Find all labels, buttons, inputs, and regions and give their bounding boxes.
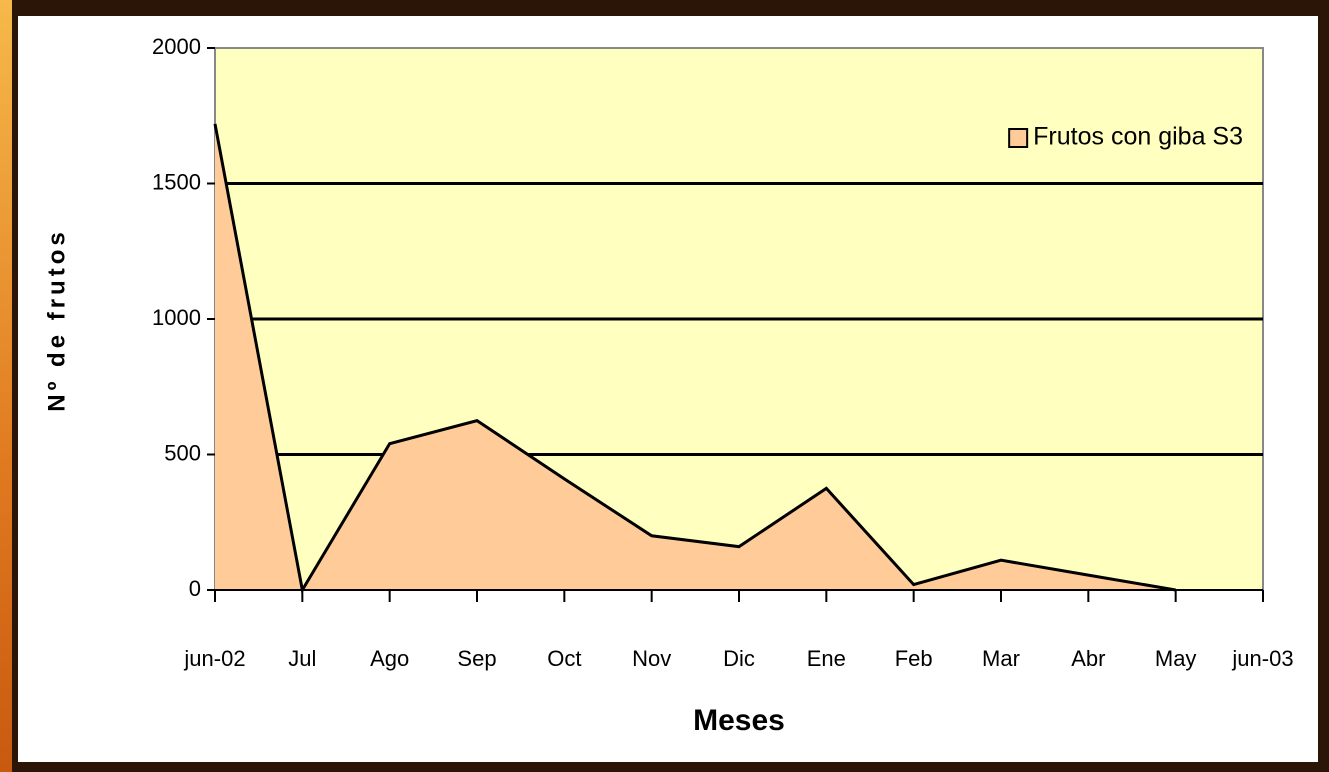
x-tick-label: Abr bbox=[1071, 646, 1105, 671]
y-tick-label: 0 bbox=[189, 576, 201, 601]
x-tick-label: Ago bbox=[370, 646, 409, 671]
legend-label: Frutos con giba S3 bbox=[1033, 123, 1243, 151]
x-tick-label: Sep bbox=[457, 646, 496, 671]
area bbox=[215, 123, 1176, 590]
legend-swatch bbox=[1008, 128, 1029, 148]
x-axis-label: Meses bbox=[693, 704, 785, 737]
x-tick-label: Dic bbox=[723, 646, 755, 671]
x-tick-label: Ene bbox=[807, 646, 846, 671]
y-tick-label: 500 bbox=[164, 440, 201, 465]
y-axis-label: Nº de frutos bbox=[43, 228, 70, 411]
y-tick-label: 2000 bbox=[152, 34, 201, 59]
x-tick-label: Nov bbox=[632, 646, 671, 671]
x-tick-label: Jul bbox=[288, 646, 316, 671]
x-tick-label: Mar bbox=[982, 646, 1020, 671]
x-tick-label: jun-03 bbox=[1231, 646, 1293, 671]
y-tick-label: 1000 bbox=[152, 305, 201, 330]
x-tick-label: jun-02 bbox=[183, 646, 245, 671]
frame-edge bbox=[0, 0, 12, 772]
y-tick-label: 1500 bbox=[152, 169, 201, 194]
x-tick-label: Feb bbox=[895, 646, 933, 671]
x-tick-label: May bbox=[1155, 646, 1197, 671]
area-line bbox=[213, 123, 1176, 595]
x-tick-label: Oct bbox=[547, 646, 581, 671]
